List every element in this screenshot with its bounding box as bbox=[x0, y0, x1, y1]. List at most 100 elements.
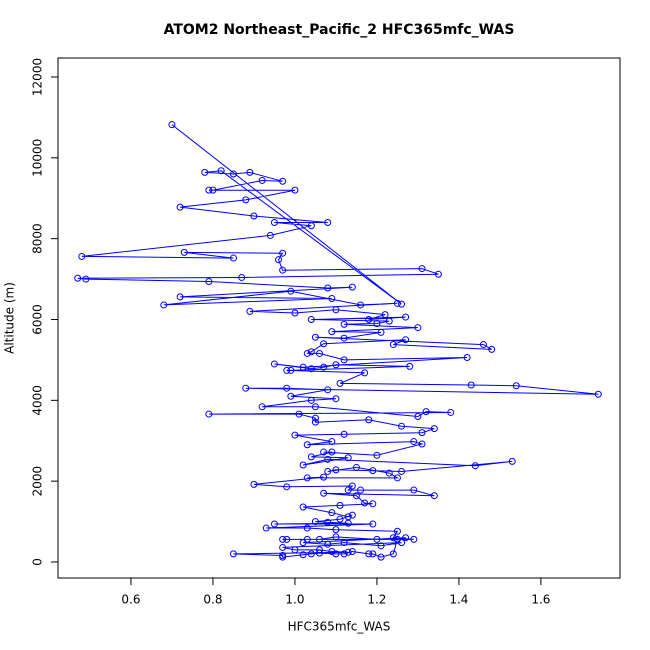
x-tick-label: 1.6 bbox=[531, 593, 550, 607]
data-point bbox=[430, 425, 438, 433]
data-point bbox=[508, 457, 516, 465]
data-point bbox=[324, 284, 332, 292]
data-point bbox=[340, 356, 348, 364]
data-point bbox=[242, 196, 250, 204]
data-point bbox=[340, 430, 348, 438]
x-tick-label: 1.0 bbox=[285, 593, 304, 607]
data-point bbox=[373, 535, 381, 543]
data-point bbox=[279, 266, 287, 274]
data-point bbox=[303, 524, 311, 532]
data-point bbox=[332, 306, 340, 314]
data-point bbox=[229, 254, 237, 262]
data-point bbox=[336, 379, 344, 387]
data-point bbox=[336, 515, 344, 523]
data-point bbox=[307, 365, 315, 373]
data-point bbox=[324, 455, 332, 463]
data-point bbox=[316, 535, 324, 543]
data-point bbox=[369, 550, 377, 558]
data-point bbox=[447, 408, 455, 416]
data-point bbox=[328, 509, 336, 517]
data-point bbox=[291, 431, 299, 439]
data-point bbox=[324, 540, 332, 548]
data-point bbox=[74, 274, 82, 282]
data-point bbox=[357, 301, 365, 309]
x-axis-label: HFC365mfc_WAS bbox=[288, 620, 391, 634]
data-point bbox=[316, 349, 324, 357]
data-point bbox=[340, 539, 348, 547]
data-point bbox=[422, 408, 430, 416]
data-point bbox=[82, 275, 90, 283]
plot-frame bbox=[57, 57, 621, 579]
data-point bbox=[299, 363, 307, 371]
data-point bbox=[344, 486, 352, 494]
data-point bbox=[307, 222, 315, 230]
data-point bbox=[410, 535, 418, 543]
y-tick-label: 4000 bbox=[31, 385, 45, 416]
data-point bbox=[180, 248, 188, 256]
data-point bbox=[463, 353, 471, 361]
data-point bbox=[471, 462, 479, 470]
data-point bbox=[352, 492, 360, 500]
data-point bbox=[393, 527, 401, 535]
data-point bbox=[209, 186, 217, 194]
data-point bbox=[299, 503, 307, 511]
data-point bbox=[311, 518, 319, 526]
data-point bbox=[328, 448, 336, 456]
data-point bbox=[418, 265, 426, 273]
data-point bbox=[316, 546, 324, 554]
data-point bbox=[365, 416, 373, 424]
data-point bbox=[291, 309, 299, 317]
data-point bbox=[348, 482, 356, 490]
y-axis-label: Altitude (m) bbox=[3, 282, 17, 354]
data-point bbox=[283, 366, 291, 374]
data-point bbox=[324, 467, 332, 475]
data-point bbox=[176, 293, 184, 301]
data-point bbox=[160, 301, 168, 309]
data-point bbox=[344, 519, 352, 527]
data-point bbox=[328, 294, 336, 302]
x-tick-label: 0.6 bbox=[121, 593, 140, 607]
data-point bbox=[352, 463, 360, 471]
data-point bbox=[205, 410, 213, 418]
data-point bbox=[287, 287, 295, 295]
data-point bbox=[311, 414, 319, 422]
data-point bbox=[270, 520, 278, 528]
data-point bbox=[406, 362, 414, 370]
x-tick-label: 1.2 bbox=[367, 593, 386, 607]
data-point bbox=[402, 534, 410, 542]
data-point bbox=[348, 283, 356, 291]
data-point bbox=[340, 320, 348, 328]
data-point bbox=[393, 299, 401, 307]
data-point bbox=[242, 384, 250, 392]
data-point bbox=[258, 403, 266, 411]
data-point bbox=[78, 252, 86, 260]
data-point bbox=[279, 177, 287, 185]
data-point bbox=[291, 186, 299, 194]
data-point bbox=[250, 212, 258, 220]
data-point bbox=[512, 382, 520, 390]
data-point bbox=[348, 547, 356, 555]
series-line bbox=[77, 124, 599, 558]
data-point bbox=[389, 550, 397, 558]
data-point bbox=[385, 469, 393, 477]
data-point bbox=[246, 168, 254, 176]
data-point bbox=[332, 526, 340, 534]
data-point bbox=[287, 392, 295, 400]
data-point bbox=[402, 336, 410, 344]
data-point bbox=[398, 300, 406, 308]
data-point bbox=[398, 467, 406, 475]
data-point bbox=[311, 418, 319, 426]
data-point bbox=[385, 317, 393, 325]
data-point bbox=[332, 550, 340, 558]
data-point bbox=[279, 553, 287, 561]
data-point bbox=[393, 474, 401, 482]
data-point bbox=[324, 218, 332, 226]
data-point bbox=[369, 520, 377, 528]
data-point bbox=[307, 453, 315, 461]
data-point bbox=[365, 315, 373, 323]
data-point bbox=[291, 546, 299, 554]
data-point bbox=[320, 448, 328, 456]
data-point bbox=[332, 361, 340, 369]
data-point bbox=[340, 550, 348, 558]
